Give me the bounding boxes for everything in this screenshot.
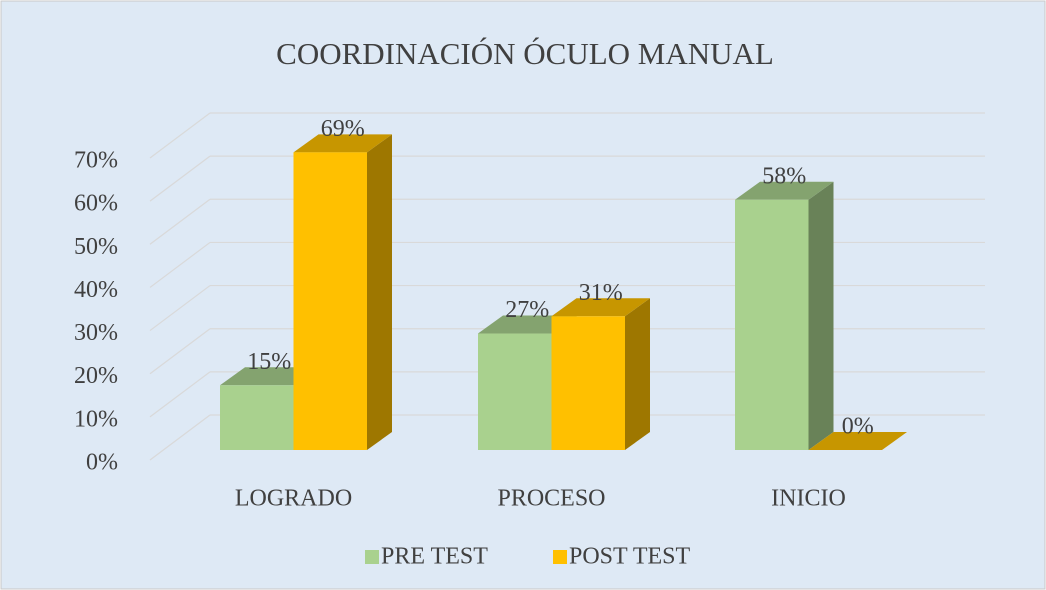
data-label: 31%: [579, 280, 623, 306]
x-tick-label: INICIO: [771, 486, 846, 512]
y-tick-label: 0%: [86, 450, 118, 476]
bar-side: [625, 298, 650, 450]
bar-top: [808, 432, 907, 450]
y-tick-label: 50%: [74, 234, 118, 260]
grid-line: [149, 198, 211, 245]
bar: [551, 316, 625, 450]
y-tick-label: 60%: [74, 191, 118, 217]
data-label: 69%: [321, 116, 365, 142]
bar-top: [293, 134, 392, 153]
grid-line: [149, 241, 211, 288]
data-label: 58%: [762, 163, 806, 189]
bar-top: [551, 298, 650, 317]
data-label: 27%: [505, 297, 549, 323]
y-tick-label: 10%: [74, 406, 118, 432]
data-label: 15%: [247, 349, 291, 375]
grid-line: [149, 328, 211, 375]
legend-swatch: [553, 550, 567, 564]
y-tick-label: 30%: [74, 320, 118, 346]
bar: [735, 199, 809, 450]
x-tick-label: PROCESO: [497, 486, 605, 512]
bar: [220, 385, 294, 450]
legend-label: PRE TEST: [381, 544, 488, 570]
bar-top: [735, 181, 834, 200]
grid-line: [149, 414, 211, 461]
grid-line: [149, 371, 211, 418]
grid-line: [149, 285, 211, 332]
x-tick-label: LOGRADO: [235, 486, 352, 512]
bar: [478, 333, 552, 450]
bar-side: [808, 181, 834, 450]
legend-label: POST TEST: [569, 544, 690, 570]
bar-side: [367, 134, 392, 451]
bar: [293, 152, 367, 451]
y-tick-label: 20%: [74, 363, 118, 389]
y-tick-label: 70%: [74, 148, 118, 174]
chart-title: COORDINACIÓN ÓCULO MANUAL: [276, 36, 774, 71]
y-tick-label: 40%: [74, 277, 118, 303]
legend-swatch: [365, 550, 379, 564]
grid-line: [149, 112, 211, 159]
data-label: 0%: [842, 414, 874, 440]
grid-line: [149, 155, 211, 202]
